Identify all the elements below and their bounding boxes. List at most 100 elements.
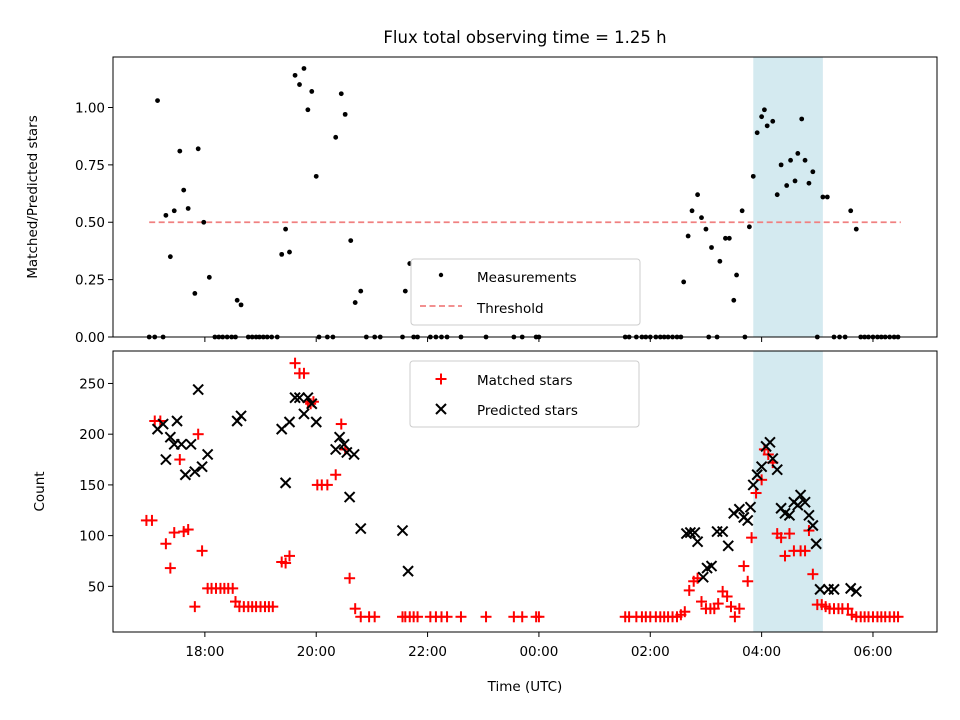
matched-star-point <box>174 454 186 466</box>
matched-star-point <box>164 562 176 574</box>
measurement-point <box>352 300 358 305</box>
matched-star-point <box>267 601 279 613</box>
predicted-star-point <box>338 438 350 451</box>
ratio-panel: 0.00 0.25 0.50 0.75 1.00 Flux total observin… <box>25 28 938 346</box>
legend-marker-measurements <box>438 272 444 278</box>
measurement-point <box>774 192 780 198</box>
measurement-point <box>717 258 723 264</box>
matched-star-point <box>298 367 310 379</box>
count-legend-box <box>409 360 640 428</box>
predicted-star-point <box>175 438 188 451</box>
predicted-star-point <box>160 453 172 466</box>
measurement-point <box>201 219 207 225</box>
matched-star-point <box>533 611 545 623</box>
predicted-star-point <box>289 391 301 404</box>
predicted-star-point <box>783 509 796 522</box>
matched-star-point <box>783 528 795 540</box>
measurement-point <box>770 118 776 124</box>
predicted-star-point <box>341 446 353 459</box>
predicted-star-point <box>185 438 197 451</box>
predicted-star-point <box>302 391 314 404</box>
measurement-point <box>784 183 790 188</box>
predicted-star-point <box>306 398 318 410</box>
legend-label-threshold: Threshold <box>476 301 544 317</box>
measurement-point <box>348 238 354 244</box>
measurement-point <box>731 297 737 303</box>
predicted-star-point <box>691 536 704 548</box>
matched-star-point <box>330 469 342 481</box>
matched-star-point <box>679 606 691 618</box>
y-tick-label: 0.25 <box>75 273 105 289</box>
measurement-point <box>759 114 765 120</box>
matched-star-point <box>799 545 811 557</box>
matched-star-point <box>712 598 724 610</box>
measurement-point <box>338 91 344 97</box>
predicted-star-point <box>293 391 306 404</box>
x-tick-label: 00:00 <box>519 644 558 660</box>
legend-label-matched: Matched stars <box>477 373 573 389</box>
predicted-star-point <box>348 448 360 461</box>
legend-plus-glyph <box>435 373 447 385</box>
predicted-star-points <box>151 383 862 598</box>
count-y-axis-label: Count <box>32 471 48 511</box>
measurement-point <box>699 215 704 221</box>
matched-star-point <box>779 550 791 562</box>
measurement-point <box>309 89 315 94</box>
predicted-star-point <box>810 538 822 550</box>
predicted-star-point <box>310 416 322 428</box>
predicted-star-point <box>803 509 815 522</box>
chart-title: Flux total observing time = 1.25 h <box>383 28 666 47</box>
measurement-point <box>848 208 854 214</box>
predicted-star-point <box>722 540 734 552</box>
predicted-star-point <box>844 582 857 595</box>
measurement-point <box>313 173 319 179</box>
x-tick-label: 06:00 <box>854 644 893 660</box>
legend-marker-predicted <box>435 403 447 415</box>
y-tick-label: 200 <box>79 427 105 443</box>
ratio-panel-frame <box>112 56 938 338</box>
ratio-legend-box <box>410 258 641 326</box>
measurement-point <box>703 226 709 232</box>
measurement-point <box>746 224 752 230</box>
predicted-star-point <box>402 565 414 577</box>
predicted-star-point <box>333 431 346 443</box>
measurement-point <box>297 82 302 87</box>
matched-star-point <box>480 611 492 623</box>
count-y-axis: 50 100 150 200 250 <box>79 376 113 595</box>
measurement-point <box>402 288 408 294</box>
predicted-star-point <box>828 583 840 596</box>
matched-star-point <box>738 560 750 572</box>
predicted-star-point <box>329 443 342 456</box>
predicted-star-point <box>747 479 759 491</box>
predicted-star-point <box>192 383 204 396</box>
measurement-point <box>695 192 700 198</box>
measurement-point <box>283 226 288 232</box>
matched-star-point <box>441 611 453 623</box>
predicted-star-point <box>697 571 709 583</box>
predicted-star-point <box>744 501 757 513</box>
measurement-point <box>824 194 830 200</box>
legend-x-glyph <box>435 403 447 415</box>
y-tick-label: 0.00 <box>75 330 105 346</box>
predicted-star-point <box>201 448 214 461</box>
matched-star-point <box>683 584 695 596</box>
y-tick-label: 250 <box>79 376 105 392</box>
predicted-star-point <box>298 408 310 420</box>
measurement-point <box>726 235 732 241</box>
legend-label-predicted: Predicted stars <box>477 403 578 419</box>
matched-star-point <box>775 532 787 544</box>
matched-star-point <box>160 538 172 550</box>
measurement-point <box>192 290 198 296</box>
predicted-star-point <box>196 460 208 473</box>
matched-star-point <box>842 603 854 615</box>
matched-star-point <box>695 596 707 608</box>
predicted-star-point <box>799 496 811 508</box>
measurement-point <box>685 233 691 239</box>
predicted-star-point <box>283 416 296 428</box>
predicted-star-point <box>235 410 247 422</box>
predicted-star-point <box>814 583 826 596</box>
matched-star-point <box>192 428 204 440</box>
measurement-point <box>301 66 307 71</box>
measurement-point <box>155 98 160 104</box>
